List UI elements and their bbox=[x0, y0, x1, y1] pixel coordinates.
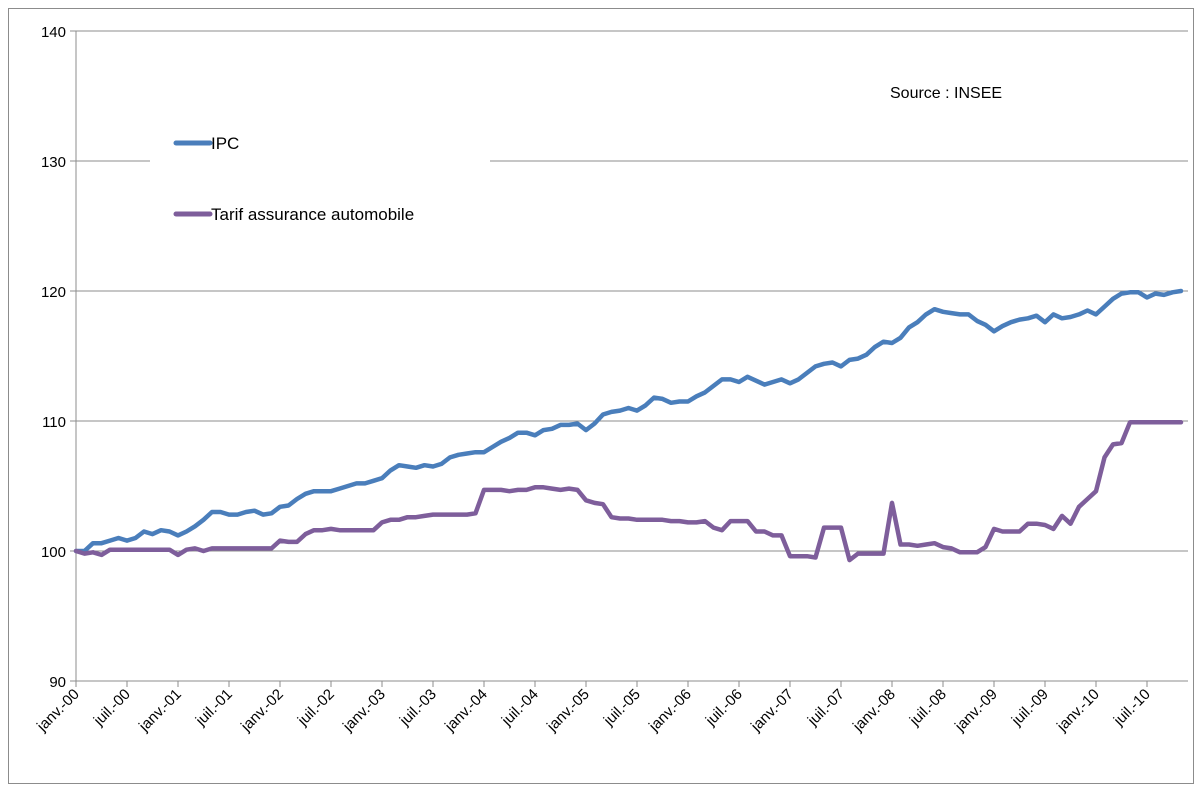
y-tick-label: 120 bbox=[41, 284, 66, 301]
x-tick-label: janv.-03 bbox=[339, 686, 389, 736]
legend-label-ipc: IPC bbox=[211, 134, 239, 153]
x-tick-label: juil.-05 bbox=[600, 686, 644, 730]
legend: IPC Tarif assurance automobile bbox=[150, 118, 490, 248]
x-tick-label: juil.-10 bbox=[1110, 686, 1154, 730]
legend-label-tarif-assurance-automobile: Tarif assurance automobile bbox=[211, 205, 414, 224]
x-tick-label: janv.-07 bbox=[747, 686, 797, 736]
x-tick-label: janv.-10 bbox=[1053, 686, 1103, 736]
x-tick-label: janv.-04 bbox=[441, 686, 491, 736]
series-lines bbox=[73, 288, 1184, 563]
x-tick-label: janv.-05 bbox=[543, 686, 593, 736]
x-tick-label: janv.-01 bbox=[135, 686, 185, 736]
x-tick-label: juil.-06 bbox=[702, 686, 746, 730]
y-tick-label: 140 bbox=[41, 24, 66, 41]
gridlines bbox=[76, 30, 1188, 552]
x-tick-label: janv.-08 bbox=[849, 686, 899, 736]
y-tick-label: 100 bbox=[41, 544, 66, 561]
x-tick-label: juil.-01 bbox=[192, 686, 236, 730]
y-tick-label: 130 bbox=[41, 154, 66, 171]
x-tick-label: juil.-02 bbox=[294, 686, 338, 730]
x-tick-label: juil.-09 bbox=[1008, 686, 1052, 730]
x-tick-label: juil.-03 bbox=[396, 686, 440, 730]
y-tick-label: 110 bbox=[42, 414, 66, 431]
series-line-tarif-assurance-automobile bbox=[73, 420, 1184, 563]
legend-background bbox=[150, 118, 490, 248]
x-tick-label: janv.-02 bbox=[237, 686, 287, 736]
x-tick-label: janv.-09 bbox=[951, 686, 1001, 736]
source-annotation: Source : INSEE bbox=[890, 85, 1002, 102]
x-tick-label: juil.-07 bbox=[804, 686, 848, 730]
y-tick-label: 90 bbox=[49, 674, 66, 691]
x-tick-label: juil.-04 bbox=[498, 686, 542, 730]
x-tick-label: janv.-00 bbox=[33, 686, 83, 736]
x-tick-label: juil.-08 bbox=[906, 686, 950, 730]
x-tick-label: juil.-00 bbox=[90, 686, 134, 730]
series-line-ipc bbox=[73, 288, 1184, 554]
x-tick-label: janv.-06 bbox=[645, 686, 695, 736]
